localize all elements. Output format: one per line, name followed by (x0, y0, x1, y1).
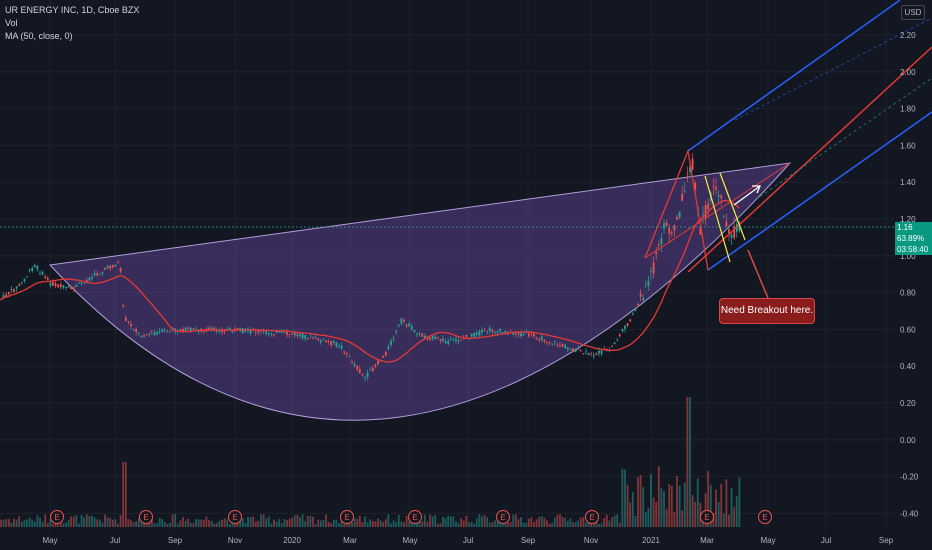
flag-pattern (704, 172, 746, 263)
price-change-percent: 63.89% (897, 234, 925, 243)
last-price-tag: 1.16 63.89% 03:58:40 (895, 222, 932, 255)
time-tick-label: 2021 (642, 536, 660, 545)
time-tick-label: 2020 (283, 536, 301, 545)
price-tick-label: 0.20 (900, 399, 916, 408)
callout-pointer (747, 249, 769, 299)
moving-average-label[interactable]: MA (50, close, 0) (5, 31, 73, 41)
price-tick-label: 1.20 (900, 215, 916, 224)
pitchfork-channel (644, 0, 932, 273)
time-tick-label: Sep (879, 536, 894, 545)
time-tick-label: Nov (584, 536, 598, 545)
time-tick-label: Jul (821, 536, 831, 545)
symbol-title[interactable]: UR ENERGY INC, 1D, Cboe BZX (5, 5, 140, 15)
time-tick-label: May (402, 536, 417, 545)
last-price-value: 1.16 (897, 223, 913, 232)
earnings-marker[interactable]: E (700, 510, 714, 524)
price-tick-label: 1.40 (900, 178, 916, 187)
volume-indicator-label[interactable]: Vol (5, 18, 18, 28)
time-tick-label: May (760, 536, 775, 545)
svg-text:E: E (143, 513, 148, 522)
earnings-marker[interactable]: E (408, 510, 422, 524)
price-tick-label: -0.40 (900, 509, 919, 518)
currency-button[interactable]: USD (901, 5, 925, 20)
svg-text:E: E (412, 513, 417, 522)
earnings-marker[interactable]: E (340, 510, 354, 524)
earnings-marker[interactable]: E (139, 510, 153, 524)
earnings-marker[interactable]: E (585, 510, 599, 524)
svg-text:E: E (704, 513, 709, 522)
earnings-marker[interactable]: E (758, 510, 772, 524)
time-tick-label: Mar (700, 536, 714, 545)
chart-legend: UR ENERGY INC, 1D, Cboe BZX Vol MA (50, … (5, 4, 139, 43)
time-tick-label: Sep (521, 536, 536, 545)
time-tick-label: May (42, 536, 57, 545)
price-tick-label: -0.20 (900, 473, 919, 482)
moving-average-line (0, 199, 740, 363)
time-axis[interactable]: May Jul Sep Nov 2020 Mar May Jul Sep Nov 2021 Mar Ma… (42, 536, 893, 545)
breakout-annotation[interactable]: Need Breakout here. (719, 298, 815, 324)
svg-text:E: E (232, 513, 237, 522)
price-tick-label: 1.80 (900, 105, 916, 114)
time-tick-label: Nov (228, 536, 242, 545)
svg-text:E: E (500, 513, 505, 522)
time-tick-label: Jul (463, 536, 473, 545)
price-tick-label: 0.00 (900, 436, 916, 445)
time-tick-label: Jul (110, 536, 120, 545)
svg-text:E: E (54, 513, 59, 522)
svg-text:E: E (762, 513, 767, 522)
breakout-arrow (733, 185, 761, 206)
earnings-marker[interactable]: E (496, 510, 510, 524)
price-tick-label: 0.80 (900, 289, 916, 298)
time-tick-label: Sep (168, 536, 183, 545)
bar-countdown: 03:58:40 (897, 245, 929, 254)
earnings-marker[interactable]: E (228, 510, 242, 524)
cup-pattern (48, 162, 792, 421)
price-tick-label: 0.60 (900, 325, 916, 334)
svg-text:E: E (344, 513, 349, 522)
price-tick-label: 2.00 (900, 68, 916, 77)
time-tick-label: Mar (343, 536, 357, 545)
price-axis[interactable]: 2.20 2.00 1.80 1.60 1.40 1.20 1.00 0.80 0.60 0.40… (900, 31, 919, 518)
grid-lines (0, 0, 895, 530)
price-tick-label: 1.00 (900, 252, 916, 261)
earnings-marker[interactable]: E (50, 510, 64, 524)
price-tick-label: 1.60 (900, 141, 916, 150)
svg-text:E: E (589, 513, 594, 522)
price-tick-label: 0.40 (900, 362, 916, 371)
price-tick-label: 2.20 (900, 31, 916, 40)
